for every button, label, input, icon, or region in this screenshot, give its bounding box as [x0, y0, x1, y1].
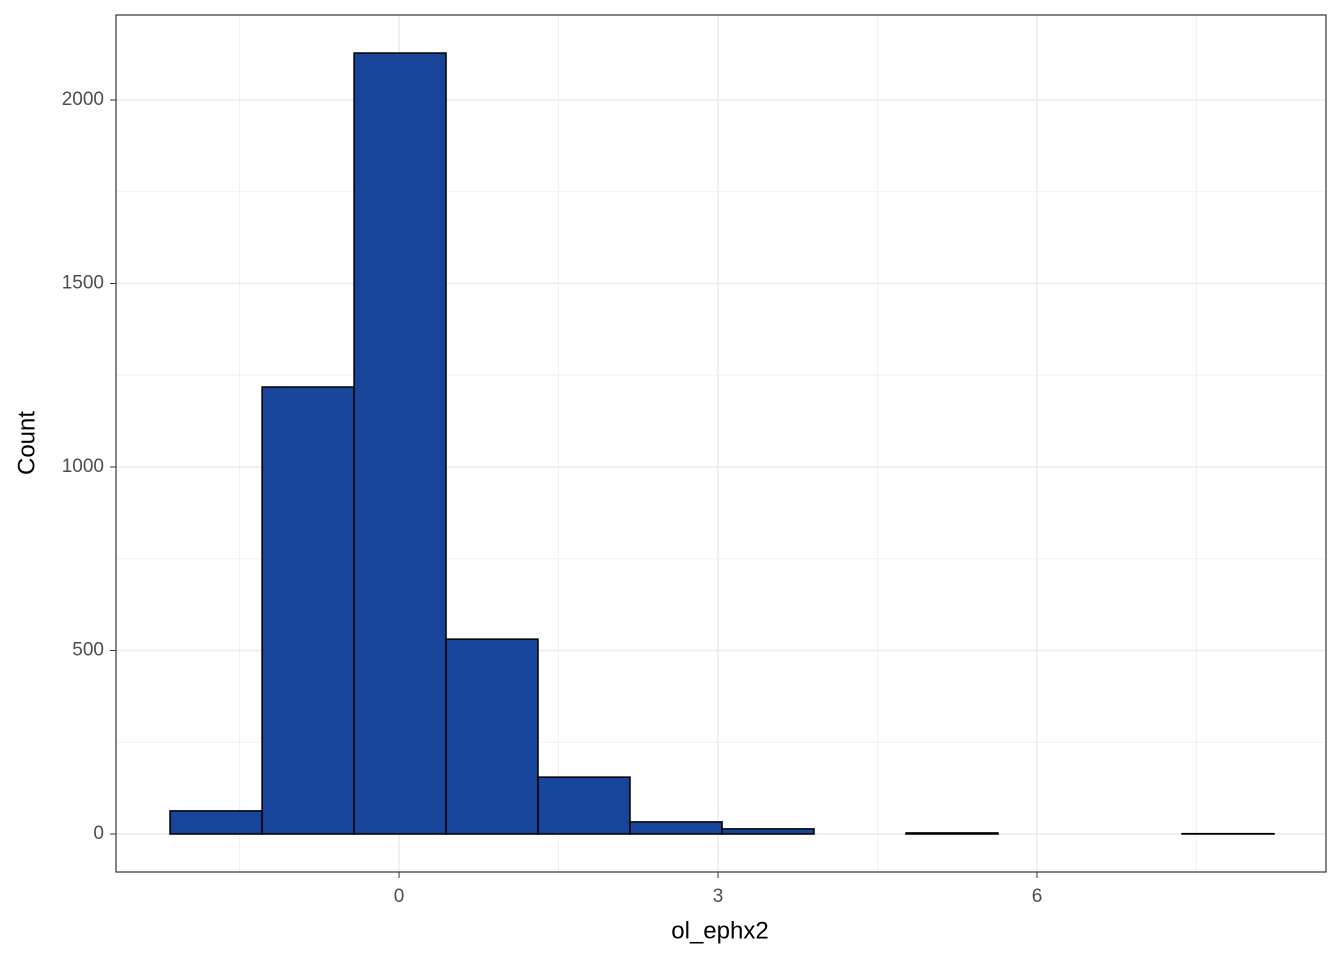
x-tick-label: 3 [713, 886, 724, 907]
panel-border [115, 14, 1327, 873]
y-tick-label: 2000 [62, 89, 104, 110]
bar [261, 386, 355, 835]
y-tick-label: 0 [93, 823, 104, 844]
bar [721, 828, 815, 835]
bar [169, 810, 263, 835]
y-tick-label: 1500 [62, 273, 104, 294]
y-tick-label: 1000 [62, 456, 104, 477]
bar [537, 776, 631, 835]
bar [353, 52, 447, 835]
x-axis-title: ol_ephx2 [671, 917, 768, 944]
y-axis-title: Count [13, 411, 40, 475]
x-tick-label: 6 [1032, 886, 1043, 907]
bar [445, 638, 539, 835]
y-tick-label: 500 [72, 640, 104, 661]
bar [629, 821, 723, 835]
x-tick-label: 0 [394, 886, 405, 907]
bar [905, 832, 999, 835]
